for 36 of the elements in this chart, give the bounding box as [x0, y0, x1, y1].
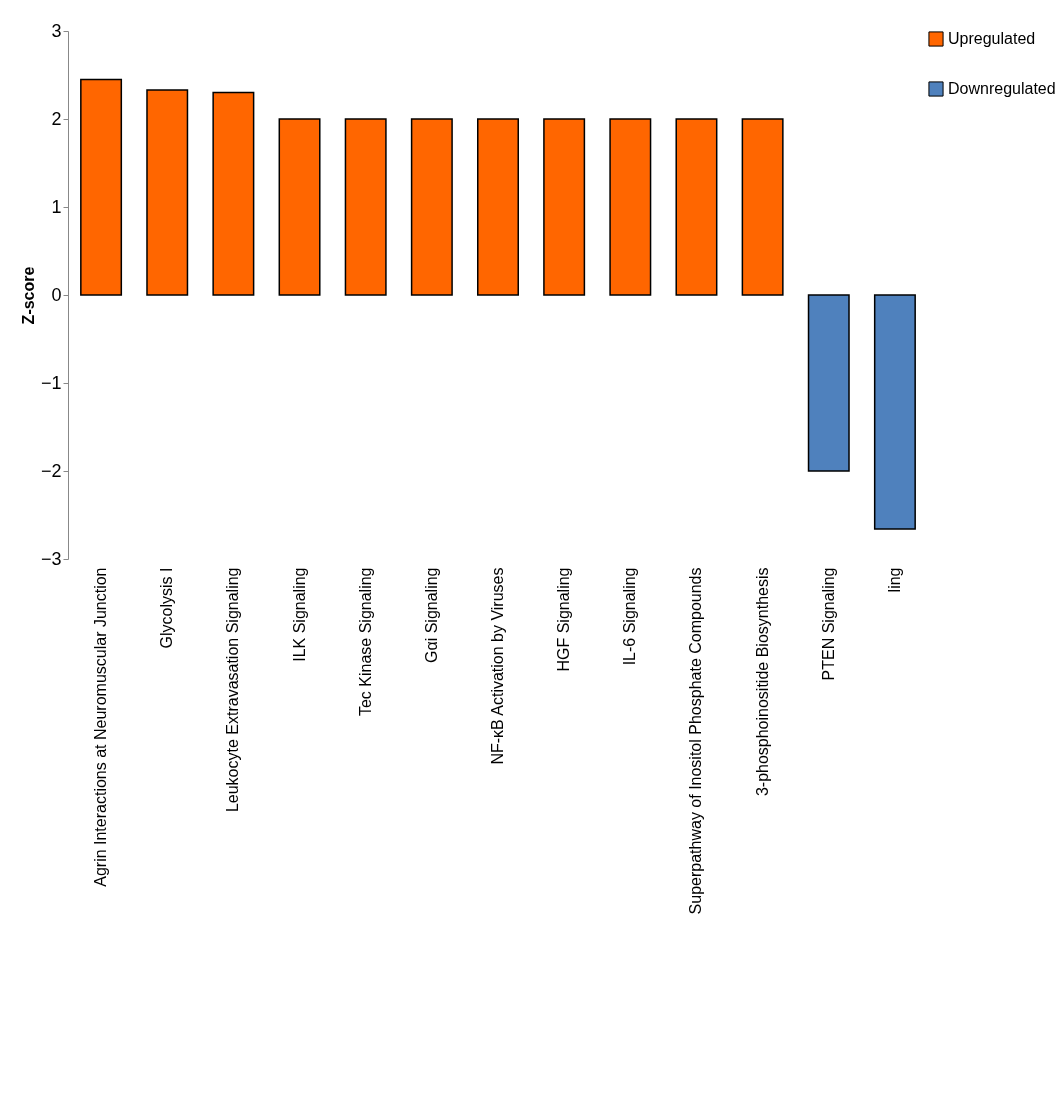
y-tick-label: −2	[40, 460, 62, 481]
legend-label: Downregulated	[948, 80, 1056, 97]
y-tick-label: −1	[40, 372, 62, 393]
legend-label: Upregulated	[948, 30, 1036, 47]
x-tick-label: Leukocyte Extravasation Signaling	[224, 567, 242, 813]
x-tick-label: Agrin Interactions at Neuromuscular Junction	[92, 567, 110, 887]
x-tick-label: Glycolysis I	[158, 567, 176, 649]
bar	[807, 294, 850, 472]
bar	[609, 118, 652, 296]
y-tick-label: 3	[51, 20, 62, 41]
x-tick-label: HGF Signaling	[555, 567, 573, 672]
bar	[146, 89, 189, 296]
bar	[477, 118, 519, 296]
x-tick-label: Superpathway of Inositol Phosphate Compounds	[687, 567, 705, 915]
bar	[212, 91, 255, 296]
bar	[543, 118, 586, 296]
x-tick-label: IL-6 Signaling	[621, 567, 639, 666]
y-tick-label: −3	[40, 548, 62, 569]
x-tick-label: PTEN Signaling	[819, 567, 837, 681]
x-tick-label: NF-κB Activation by Viruses	[489, 567, 506, 765]
y-axis-title: Z-score	[19, 266, 37, 325]
x-tick-label: 3-phosphoinositide Biosynthesis	[753, 567, 771, 797]
y-tick-label: 2	[51, 108, 62, 129]
bar	[675, 118, 718, 296]
x-tick-label: Tec Kinase Signaling	[356, 567, 374, 717]
x-tick-label: ILK Signaling	[290, 567, 308, 662]
x-tick-label: ling	[885, 567, 903, 593]
bar	[873, 294, 916, 530]
y-tick-label: 0	[51, 284, 62, 305]
bar	[278, 118, 321, 296]
y-tick-label: 1	[51, 196, 62, 217]
x-tick-label: Gαi Signaling	[422, 567, 440, 664]
bar	[410, 118, 453, 296]
bar	[344, 118, 387, 296]
bar	[741, 118, 784, 296]
bar	[80, 78, 123, 296]
